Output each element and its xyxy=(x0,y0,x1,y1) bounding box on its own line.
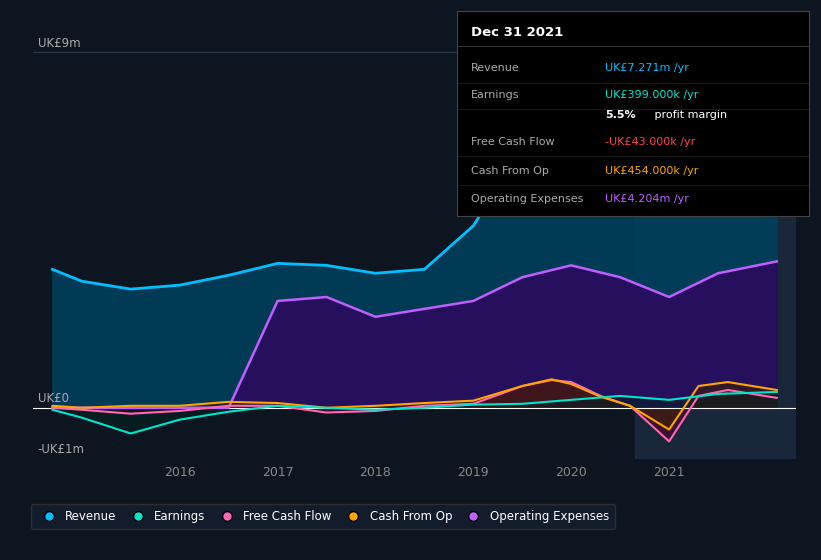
Text: UK£0: UK£0 xyxy=(38,391,69,405)
Text: UK£4.204m /yr: UK£4.204m /yr xyxy=(605,194,689,204)
Text: UK£399.000k /yr: UK£399.000k /yr xyxy=(605,90,698,100)
Text: Cash From Op: Cash From Op xyxy=(471,166,549,176)
Text: -UK£43.000k /yr: -UK£43.000k /yr xyxy=(605,137,695,147)
Text: UK£7.271m /yr: UK£7.271m /yr xyxy=(605,63,689,73)
Text: Dec 31 2021: Dec 31 2021 xyxy=(471,26,563,39)
Text: UK£454.000k /yr: UK£454.000k /yr xyxy=(605,166,698,176)
Text: UK£9m: UK£9m xyxy=(38,37,80,50)
Text: -UK£1m: -UK£1m xyxy=(38,443,85,456)
Text: Operating Expenses: Operating Expenses xyxy=(471,194,584,204)
Text: Earnings: Earnings xyxy=(471,90,520,100)
Legend: Revenue, Earnings, Free Cash Flow, Cash From Op, Operating Expenses: Revenue, Earnings, Free Cash Flow, Cash … xyxy=(31,504,615,529)
Bar xyxy=(635,28,796,459)
Text: 5.5%: 5.5% xyxy=(605,110,635,120)
Text: Free Cash Flow: Free Cash Flow xyxy=(471,137,555,147)
Text: profit margin: profit margin xyxy=(650,110,727,120)
Text: Revenue: Revenue xyxy=(471,63,520,73)
